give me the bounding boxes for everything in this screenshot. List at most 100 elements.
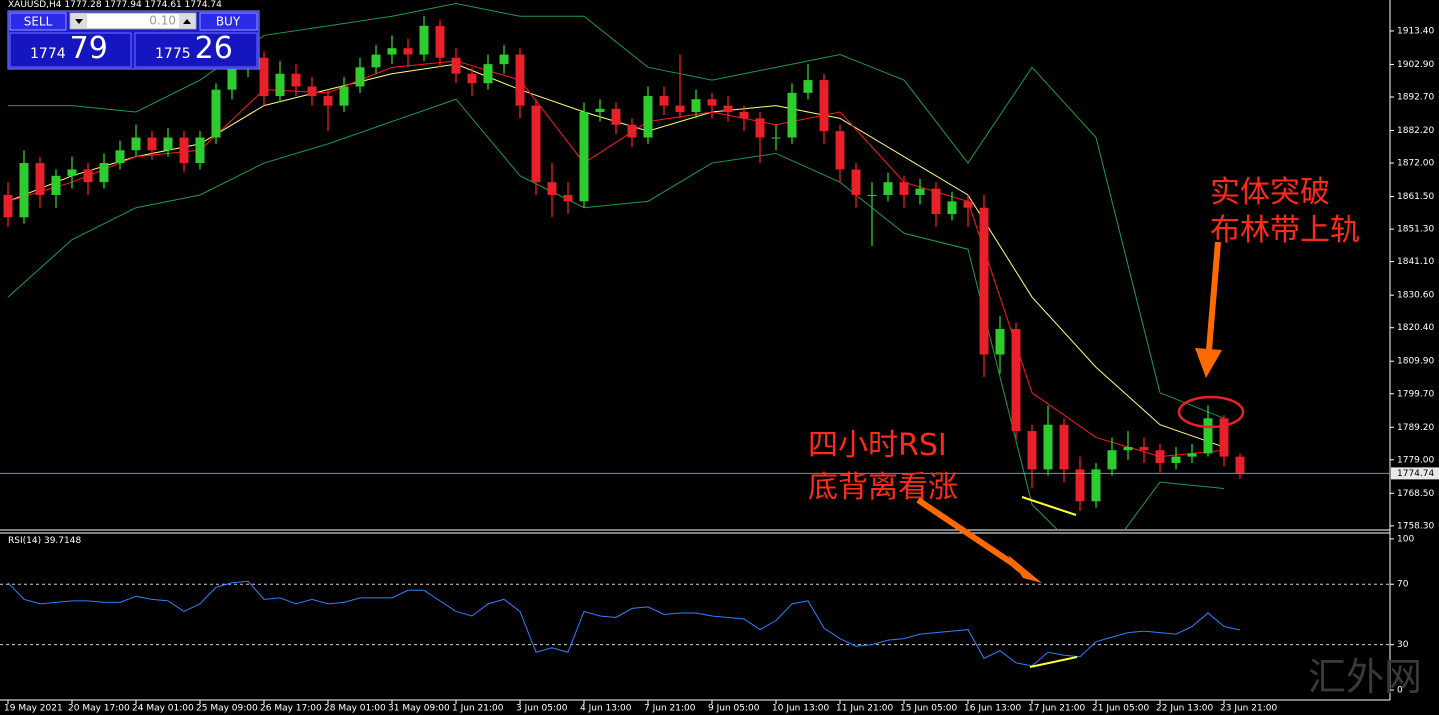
lot-field[interactable] (69, 12, 197, 30)
buy-label[interactable]: BUY (216, 15, 241, 29)
rsi-line (7, 580, 1241, 667)
candle-body (707, 99, 717, 106)
highlight-ellipse (1177, 395, 1245, 429)
candle-body (1123, 447, 1133, 451)
indicator-line (7, 98, 1225, 530)
candle-body (499, 54, 509, 65)
candle-body (531, 105, 541, 183)
arrow-shaft (916, 497, 1020, 570)
annotation-text: 实体突破 (1210, 175, 1330, 210)
x-tick-label: 15 Jun 05:00 (900, 704, 957, 714)
lot-value[interactable]: 0.10 (149, 14, 176, 28)
candle-body (787, 92, 797, 138)
rsi-header: RSI(14) 39.7148 (8, 536, 81, 546)
buy-price-box[interactable] (134, 32, 258, 68)
x-tick-label: 19 May 2021 (4, 704, 63, 714)
buy-button[interactable] (199, 12, 258, 31)
candle-body (1139, 447, 1149, 451)
candle-body (19, 163, 29, 218)
rsi-panel (0, 580, 1390, 667)
candle-body (1043, 424, 1053, 470)
candle-body (1027, 431, 1037, 470)
candle-body (995, 328, 1005, 355)
candle-body (595, 108, 605, 112)
candle-body (307, 86, 317, 97)
candle-body (915, 188, 925, 195)
candle-body (579, 111, 589, 202)
candle-body (227, 67, 237, 90)
bid-small: 79 (70, 31, 108, 66)
x-tick-label: 25 May 09:00 (196, 704, 258, 714)
candle-body (819, 80, 829, 132)
candle-body (419, 25, 429, 55)
y-tick-label: 1789.20 (1397, 423, 1434, 433)
candle-body (355, 67, 365, 87)
ask-price: 1775 26 (155, 31, 233, 66)
watermark: 汇外网 (1308, 655, 1422, 699)
divergence-line (1029, 656, 1078, 668)
candle-body (467, 73, 477, 84)
y-tick-label: 70 (1397, 580, 1409, 590)
x-tick-label: 16 Jun 13:00 (964, 704, 1021, 714)
y-tick-label: 1830.60 (1397, 291, 1434, 301)
x-tick-label: 20 May 17:00 (68, 704, 130, 714)
candle-body (1075, 469, 1085, 502)
x-tick-label: 4 Jun 13:00 (580, 704, 632, 714)
indicator-line (7, 60, 1225, 458)
candle-body (739, 111, 749, 119)
sell-price-box[interactable] (9, 32, 132, 68)
candle-body (115, 150, 125, 164)
candle-body (3, 194, 13, 218)
candle-body (1091, 469, 1101, 502)
chart-header: XAUUSD,H4 1777.28 1777.94 1774.61 1774.7… (8, 0, 222, 10)
candle-body (195, 137, 205, 164)
x-tick-label: 24 May 01:00 (132, 704, 194, 714)
candle-body (611, 108, 621, 125)
candle-body (147, 137, 157, 151)
candle-body (851, 169, 861, 195)
y-tick-label: 1841.10 (1397, 257, 1434, 267)
annotation-text: 四小时RSI (808, 428, 947, 463)
axes: 1758.30 1768.50 1779.00 1789.20 1799.70 1809.… (4, 26, 1439, 714)
candle-body (803, 80, 813, 93)
candle-body (1011, 328, 1021, 432)
candle-body (931, 188, 941, 215)
annotation-text: 布林带上轨 (1210, 213, 1360, 248)
symbol: XAUUSD,H4 (8, 0, 62, 10)
sell-button[interactable] (9, 12, 67, 31)
candle-body (163, 137, 173, 151)
candle-body (947, 201, 957, 215)
candle-body (275, 73, 285, 97)
x-tick-label: 9 Jun 05:00 (708, 704, 760, 714)
y-tick-label: 1872.00 (1397, 159, 1434, 169)
y-tick-label: 1809.90 (1397, 357, 1434, 367)
candle-body (371, 54, 381, 68)
lot-up-icon (183, 19, 191, 24)
candle-body (51, 175, 61, 195)
arrow-head (1004, 555, 1042, 583)
y-tick-label: 1913.40 (1397, 26, 1434, 36)
candle-body (979, 207, 989, 355)
candle-body (723, 105, 733, 112)
candle-body (211, 89, 221, 138)
x-tick-label: 28 May 01:00 (324, 704, 386, 714)
sell-label[interactable]: SELL (24, 15, 53, 29)
x-tick-label: 3 Jun 05:00 (516, 704, 568, 714)
y-tick-label: 1768.50 (1397, 489, 1434, 499)
candle-body (83, 169, 93, 183)
candle-body (1171, 456, 1181, 463)
candle-body (1059, 424, 1069, 470)
high: 1777.94 (104, 0, 141, 10)
candle-body (627, 124, 637, 138)
x-tick-label: 23 Jun 21:00 (1220, 704, 1277, 714)
candle-body (835, 131, 845, 170)
open: 1777.28 (64, 0, 101, 10)
bid-big: 1774 (30, 46, 66, 62)
candle-body (179, 137, 189, 164)
candle-body (1235, 456, 1245, 474)
ask-big: 1775 (155, 46, 191, 62)
candle-body (547, 182, 557, 195)
candle-body (643, 96, 653, 138)
divergence-line (1021, 496, 1077, 516)
